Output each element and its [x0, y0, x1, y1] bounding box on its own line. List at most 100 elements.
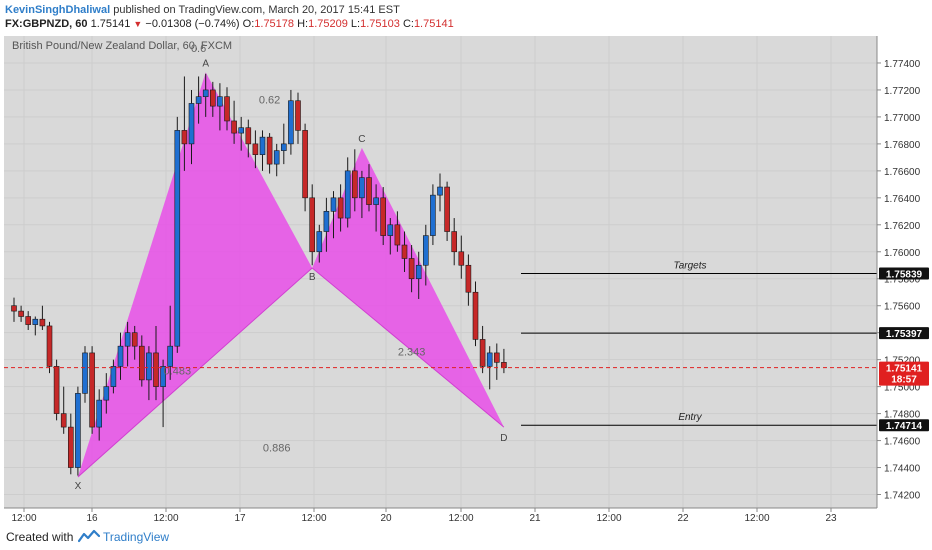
candle-down — [153, 352, 159, 387]
candle-down — [309, 197, 316, 253]
symbol-label[interactable]: FX:GBPNZD, 60 — [5, 18, 88, 30]
candle-down — [472, 291, 479, 340]
candle-down — [408, 258, 415, 280]
candle-up — [75, 393, 81, 468]
pattern-triangle-bcd — [312, 147, 504, 428]
symbol-line: FX:GBPNZD, 60 1.75141 ▼ −0.01308 (−0.74%… — [5, 18, 454, 30]
candle-up — [188, 103, 195, 145]
price-tick-label: 1.75600 — [884, 302, 921, 313]
candle-down — [351, 170, 358, 199]
current-price-tag — [879, 361, 929, 386]
ohlc-low: 1.75103 — [360, 18, 400, 30]
ohlc-h-label: H: — [297, 18, 309, 30]
candle-up — [359, 177, 365, 199]
tradingview-logo-icon[interactable] — [78, 529, 100, 543]
candle-up — [316, 231, 323, 253]
price-levels[interactable]: Targets Entry — [4, 260, 877, 426]
candle-down — [245, 127, 252, 145]
level-label: Targets — [674, 260, 707, 271]
candle-down — [493, 352, 500, 363]
current-price-tag-text: 1.75141 — [886, 364, 923, 375]
candle-up — [103, 386, 110, 401]
time-tick-label: 20 — [380, 513, 392, 524]
candle-down — [252, 143, 259, 155]
candle-down — [444, 186, 450, 232]
pattern-point-label: D — [500, 433, 507, 444]
price-tick-label: 1.76800 — [884, 140, 921, 151]
price-tick-label: 1.74400 — [884, 464, 921, 475]
author-link[interactable]: KevinSinghDhaliwal — [5, 4, 111, 16]
price-axis[interactable]: 1.77400 1.77200 1.77000 1.76800 1.76600 1.764… — [877, 59, 921, 502]
candle-down — [11, 305, 17, 312]
candle-up — [146, 352, 152, 381]
time-tick-label: 16 — [86, 513, 98, 524]
candle-down — [18, 310, 24, 317]
price-tick-label: 1.74800 — [884, 410, 921, 421]
ohlc-open: 1.75178 — [254, 18, 295, 30]
price-tick-label: 1.75200 — [884, 356, 921, 367]
time-tick-label: 23 — [825, 513, 837, 524]
time-tick-label: 12:00 — [153, 513, 178, 524]
candle-up — [387, 224, 394, 236]
time-tick-label: 22 — [677, 513, 689, 524]
candle-up — [124, 332, 131, 347]
time-tick-label: 12:00 — [11, 513, 36, 524]
candle-up — [160, 366, 166, 387]
candle-up — [288, 100, 294, 145]
candle-down — [181, 130, 188, 145]
pattern-labels: X A B C D 0.62 0.6 0.483 2.343 0.886 — [75, 43, 508, 492]
candle-down — [366, 177, 372, 205]
candle-up — [437, 186, 443, 196]
ohlc-high: 1.75209 — [308, 18, 348, 30]
candle-up — [344, 170, 351, 219]
candle-up — [415, 264, 422, 280]
candle-up — [82, 352, 88, 394]
chart-header: KevinSinghDhaliwal published on TradingV… — [0, 0, 932, 36]
time-axis[interactable]: 12:00 16 12:00 17 12:00 20 12:00 21 12:00 22 12:00… — [11, 508, 837, 524]
footer: Created with TradingView — [0, 523, 932, 550]
level-price-tag-text: 1.75397 — [886, 329, 923, 340]
candle-down — [131, 332, 138, 347]
ohlc-close: 1.75141 — [413, 18, 454, 30]
price-tick-label: 1.77400 — [884, 59, 921, 70]
harmonic-pattern[interactable] — [77, 72, 505, 478]
candle-down — [89, 352, 95, 428]
price-tick-label: 1.74200 — [884, 491, 921, 502]
candle-up — [117, 345, 124, 367]
ohlc-c-label: C: — [402, 18, 414, 30]
candle-down — [68, 426, 74, 468]
price-change: −0.01308 (−0.74%) — [145, 18, 240, 30]
pattern-leg-bd — [311, 267, 505, 428]
time-tick-label: 12:00 — [596, 513, 621, 524]
candle-down — [479, 339, 486, 367]
candle-down — [60, 413, 67, 428]
candle-up — [280, 143, 287, 151]
time-tick-label: 21 — [529, 513, 541, 524]
candle-down — [210, 89, 216, 107]
candle-down — [401, 244, 408, 259]
fib-ratio-label: 0.483 — [164, 365, 192, 377]
fib-ratio-label: 0.62 — [259, 94, 280, 106]
price-tick-label: 1.75800 — [884, 275, 921, 286]
candle-up — [430, 194, 436, 236]
fib-ratio-label: 0.886 — [263, 442, 291, 454]
candle-down — [337, 197, 344, 219]
candle-down — [139, 345, 145, 381]
price-tick-label: 1.76600 — [884, 167, 921, 178]
publish-line: KevinSinghDhaliwal published on TradingV… — [5, 4, 400, 16]
tradingview-brand-link[interactable]: TradingView — [103, 530, 170, 544]
candle-down — [394, 224, 401, 246]
price-tick-label: 1.76000 — [884, 248, 921, 259]
candle-down — [39, 318, 46, 327]
candle-up — [422, 235, 429, 266]
plot-area[interactable] — [4, 36, 877, 508]
candle-down — [25, 316, 32, 325]
candle-down — [458, 251, 465, 266]
level-price-tag-text: 1.75839 — [886, 269, 923, 280]
candle-up — [195, 96, 202, 104]
ohlc-o-label: O: — [242, 18, 255, 30]
candle-down — [501, 362, 507, 369]
candle-down — [53, 366, 60, 414]
